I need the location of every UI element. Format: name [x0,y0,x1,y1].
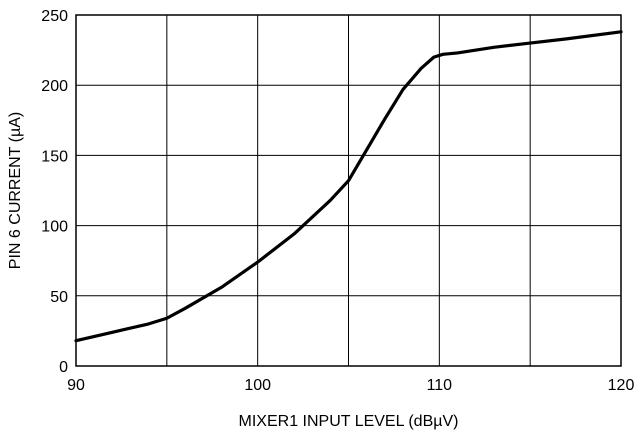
series-line [74,30,623,343]
x-axis-label: MIXER1 INPUT LEVEL (dBµV) [239,413,459,430]
grid [75,14,622,367]
y-tick-label: 0 [59,359,68,376]
plot-frame [75,14,622,367]
y-tick-label: 250 [41,8,68,25]
x-tick-label: 110 [427,377,453,394]
x-tick-label: 120 [608,377,634,394]
y-tick-label: 100 [41,219,68,236]
x-tick-labels: 90 100 110 120 [67,377,634,394]
x-tick-label: 100 [244,377,271,394]
x-tick-label: 90 [67,377,85,394]
y-tick-label: 150 [41,148,68,165]
y-tick-labels: 0 50 100 150 200 250 [41,8,68,376]
y-axis-label: PIN 6 CURRENT (µA) [7,112,24,269]
y-tick-label: 200 [41,78,68,95]
y-tick-label: 50 [50,289,68,306]
